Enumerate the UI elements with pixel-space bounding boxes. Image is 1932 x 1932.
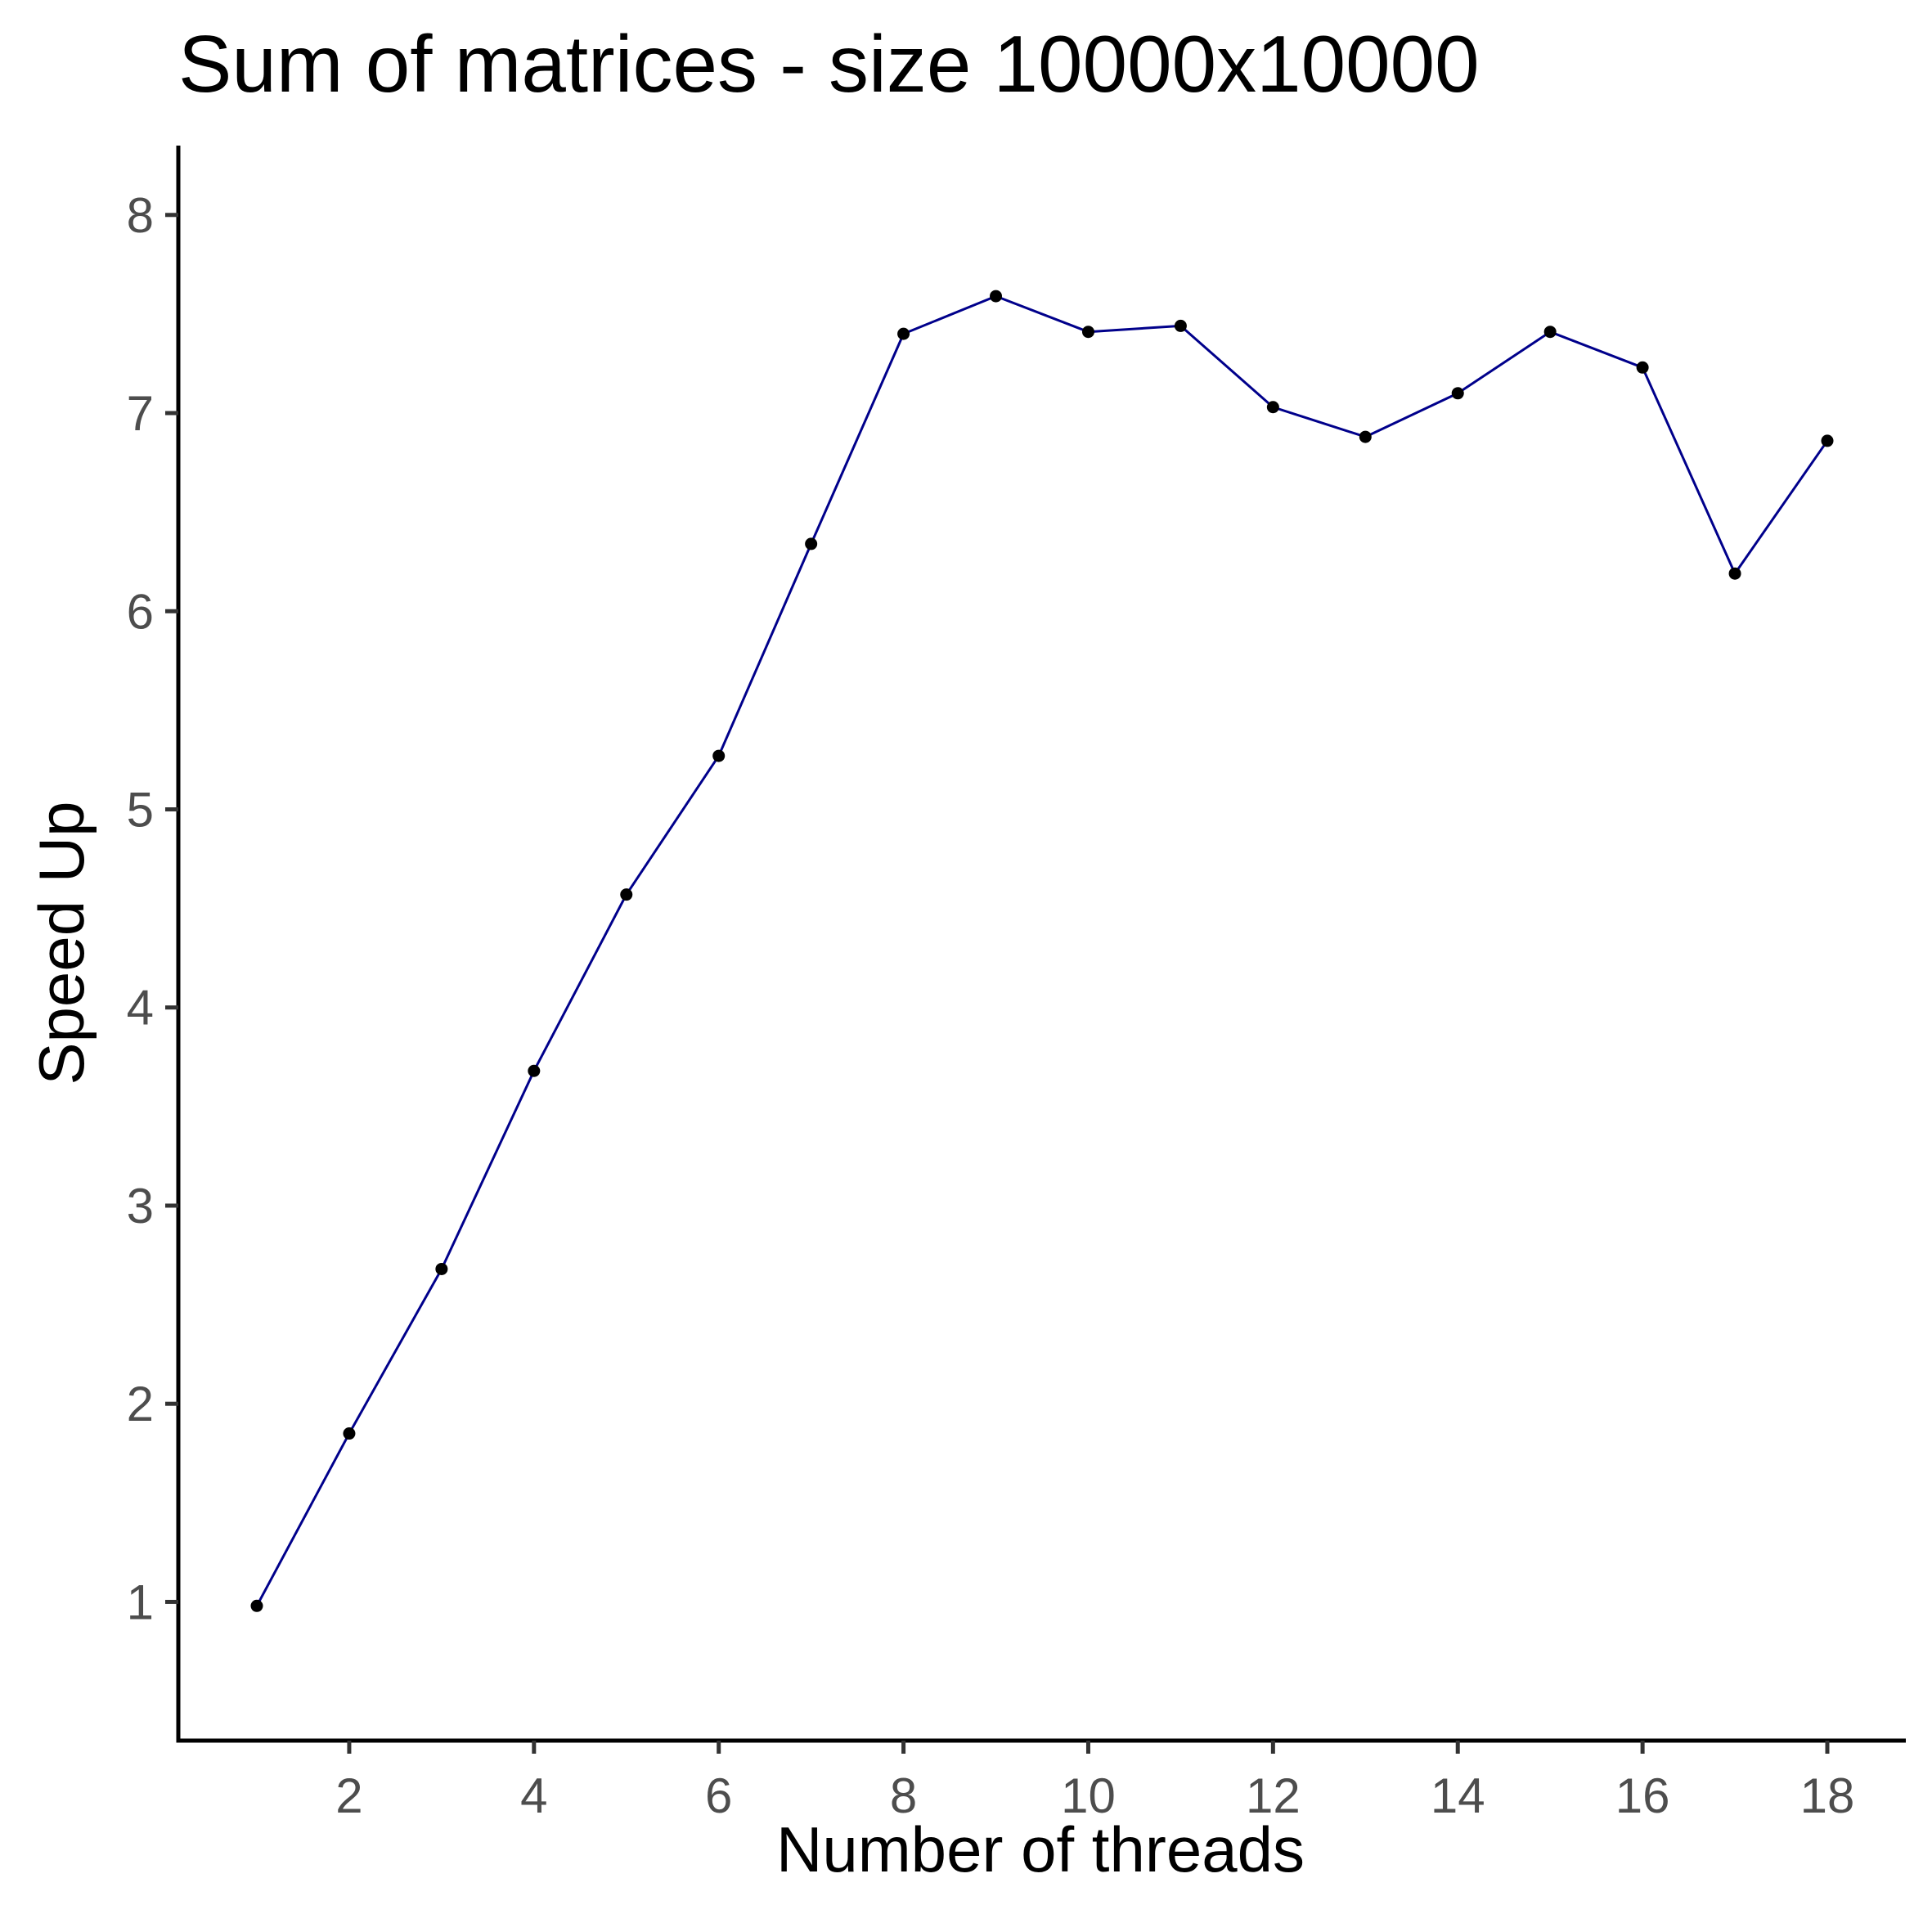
y-tick-label: 8 bbox=[127, 188, 154, 243]
data-point bbox=[1266, 401, 1279, 414]
data-point bbox=[1451, 387, 1464, 400]
series-line bbox=[255, 294, 1829, 1606]
data-point bbox=[1081, 326, 1094, 339]
y-tick-label: 2 bbox=[127, 1377, 154, 1431]
x-tick-label: 4 bbox=[520, 1768, 547, 1823]
y-tick-label: 3 bbox=[127, 1179, 154, 1233]
data-point bbox=[1359, 430, 1372, 443]
x-tick-label: 8 bbox=[890, 1768, 917, 1823]
data-point bbox=[343, 1427, 356, 1440]
plot-area bbox=[250, 290, 1834, 1612]
y-tick-label: 5 bbox=[127, 782, 154, 837]
x-tick-label: 10 bbox=[1061, 1768, 1116, 1823]
y-tick-label: 7 bbox=[127, 386, 154, 441]
x-axis-ticks: 2 4 6 8 10 12 14 16 18 bbox=[335, 1741, 1854, 1823]
y-tick-label: 4 bbox=[127, 981, 154, 1036]
y-axis-title: Speed Up bbox=[25, 802, 97, 1085]
data-point bbox=[1728, 567, 1741, 580]
x-tick-label: 6 bbox=[705, 1768, 732, 1823]
data-point bbox=[1174, 319, 1187, 332]
x-axis-title: Number of threads bbox=[776, 1813, 1305, 1885]
data-point bbox=[712, 749, 726, 762]
data-point bbox=[897, 327, 910, 340]
x-tick-label: 14 bbox=[1431, 1768, 1485, 1823]
data-point bbox=[1543, 326, 1557, 339]
y-tick-label: 1 bbox=[127, 1575, 154, 1629]
data-point bbox=[805, 537, 818, 550]
data-point bbox=[620, 888, 633, 901]
x-tick-label: 12 bbox=[1246, 1768, 1301, 1823]
x-tick-label: 18 bbox=[1800, 1768, 1855, 1823]
data-point bbox=[1821, 434, 1834, 447]
data-point bbox=[528, 1064, 541, 1077]
data-point bbox=[1636, 361, 1649, 374]
x-tick-label: 16 bbox=[1615, 1768, 1670, 1823]
data-point bbox=[435, 1262, 448, 1275]
y-tick-label: 6 bbox=[127, 584, 154, 639]
chart-title: Sum of matrices - size 10000x10000 bbox=[178, 19, 1480, 109]
data-point bbox=[250, 1599, 263, 1612]
x-tick-label: 2 bbox=[335, 1768, 362, 1823]
data-point bbox=[990, 290, 1003, 303]
y-axis-ticks: 1 2 3 4 5 6 7 8 bbox=[127, 188, 178, 1629]
